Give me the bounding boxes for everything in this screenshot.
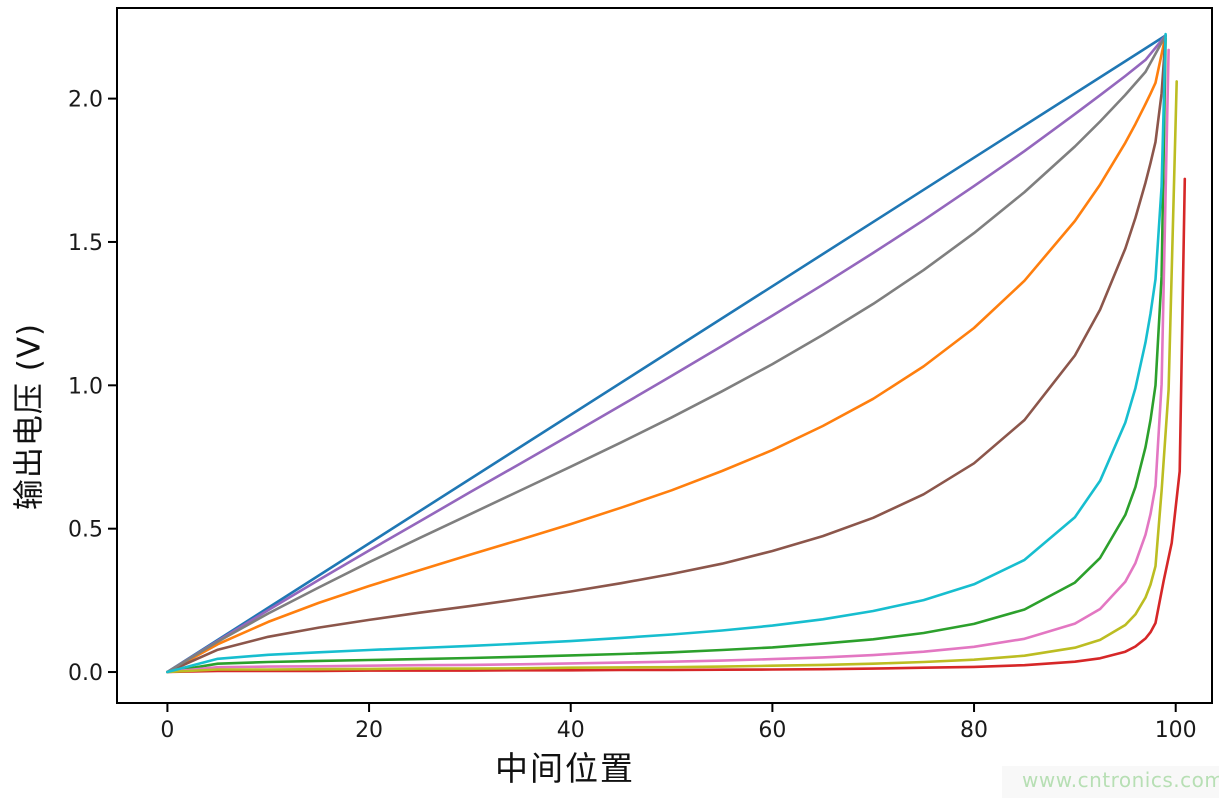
series-line-C0-blue — [166, 34, 1167, 674]
y-axis-label: 输出电压 (V) — [11, 322, 48, 511]
series-line-C4-purple — [166, 34, 1167, 674]
watermark-band — [1002, 766, 1219, 798]
series-line-C7-gray — [166, 34, 1167, 674]
y-tick-label-1.0: 1.0 — [68, 374, 103, 399]
x-tick-label-80: 80 — [960, 718, 988, 743]
x-axis-label: 中间位置 — [495, 749, 635, 788]
series-line-C8-olive — [166, 80, 1178, 674]
series-line-C5-brown — [166, 34, 1167, 674]
x-tick-label-100: 100 — [1155, 718, 1197, 743]
y-tick-label-0.0: 0.0 — [68, 661, 103, 686]
x-tick-label-40: 40 — [557, 718, 585, 743]
y-tick-label-0.5: 0.5 — [68, 518, 103, 543]
watermark-text: www.cntronics.com — [1022, 768, 1219, 792]
series-line-C1-orange — [166, 34, 1167, 674]
plot-border — [116, 7, 1213, 704]
series-line-C3-red — [166, 177, 1187, 674]
y-tick-label-1.5: 1.5 — [68, 231, 103, 256]
series-line-C6-pink — [166, 48, 1170, 674]
y-tick-label-2.0: 2.0 — [68, 88, 103, 113]
x-tick-label-60: 60 — [758, 718, 786, 743]
x-tick-label-20: 20 — [355, 718, 383, 743]
x-tick-label-0: 0 — [160, 718, 174, 743]
series-line-C2-green — [166, 37, 1167, 674]
series-line-C9-cyan — [166, 32, 1167, 674]
